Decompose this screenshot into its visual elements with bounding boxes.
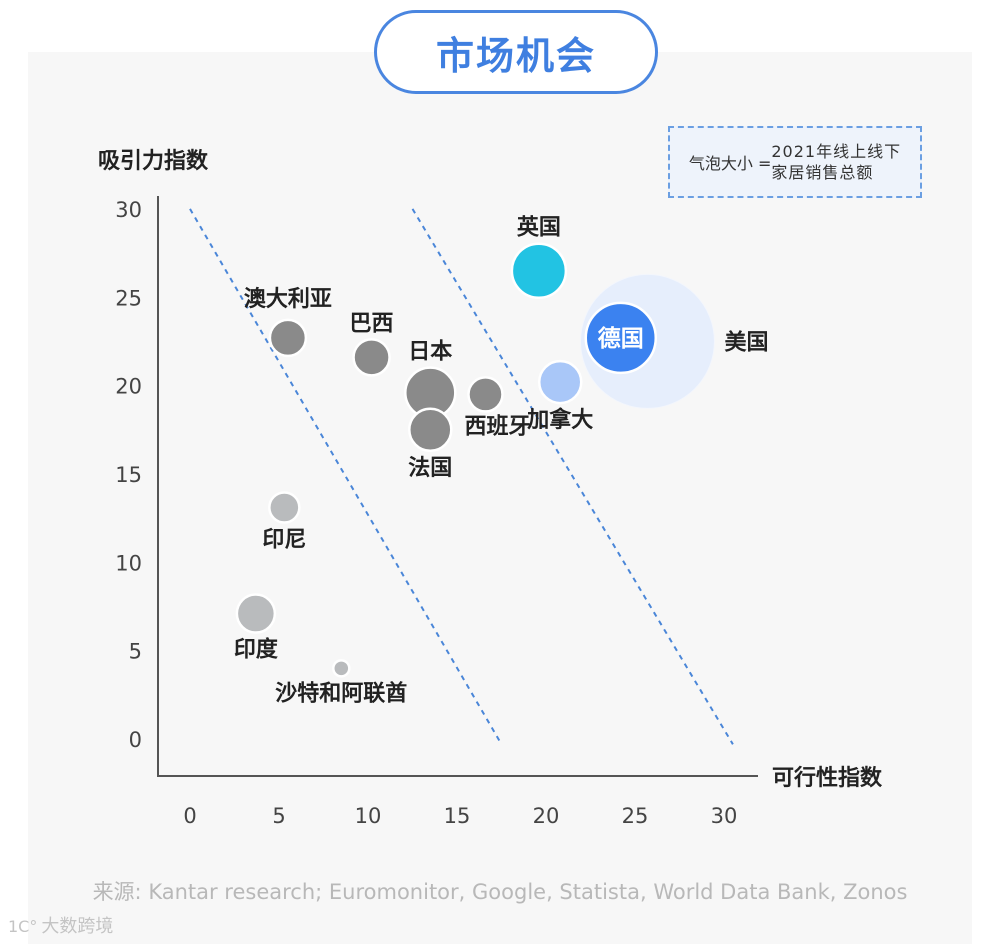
bubble-印尼 — [268, 491, 301, 524]
watermark-text: 大数跨境 — [41, 916, 114, 937]
label-加拿大: 加拿大 — [526, 407, 593, 433]
y-tick-label: 5 — [129, 640, 142, 664]
bubble-沙特和阿联酋 — [332, 659, 351, 678]
label-沙特和阿联酋: 沙特和阿联酋 — [275, 680, 407, 706]
label-澳大利亚: 澳大利亚 — [244, 286, 332, 312]
label-德国: 德国 — [598, 325, 644, 352]
bubble-size-legend: 气泡大小 = 2021年线上线下 家居销售总额 — [668, 126, 922, 198]
y-tick-label: 15 — [115, 463, 142, 487]
bubble-德国 — [584, 301, 658, 375]
x-axis-title: 可行性指数 — [772, 765, 883, 791]
y-tick-label: 25 — [115, 286, 142, 310]
label-美国: 美国 — [724, 329, 768, 355]
x-tick-label: 0 — [183, 804, 196, 828]
y-tick-label: 10 — [115, 551, 142, 575]
watermark-logo: 1C° — [8, 917, 38, 936]
bubble-巴西 — [352, 338, 391, 377]
y-axis-title: 吸引力指数 — [98, 148, 209, 174]
x-tick-label: 25 — [622, 804, 649, 828]
label-英国: 英国 — [517, 216, 561, 241]
bubble-英国 — [510, 242, 568, 299]
y-tick-label: 20 — [115, 375, 142, 399]
bubble-加拿大 — [537, 359, 583, 405]
x-tick-label: 10 — [355, 804, 382, 828]
y-tick-label: 30 — [115, 198, 142, 222]
bubble-澳大利亚 — [268, 318, 308, 358]
x-tick-label: 30 — [711, 804, 738, 828]
label-印尼: 印尼 — [262, 528, 306, 553]
bubble-西班牙 — [467, 376, 504, 413]
label-印度: 印度 — [234, 637, 279, 663]
chart-panel — [28, 52, 972, 944]
x-tick-label: 15 — [444, 804, 471, 828]
bubble-印度 — [235, 593, 277, 634]
legend-label: 气泡大小 = — [688, 154, 772, 173]
guide-line-2 — [411, 208, 734, 745]
label-西班牙: 西班牙 — [464, 414, 530, 439]
label-日本: 日本 — [408, 340, 452, 365]
label-法国: 法国 — [408, 456, 452, 481]
watermark: 1C° 大数跨境 — [8, 912, 113, 938]
label-巴西: 巴西 — [350, 311, 394, 336]
legend-line-1: 2021年线上线下 — [771, 142, 902, 161]
guide-line-1 — [189, 208, 503, 745]
legend-line-2: 家居销售总额 — [771, 163, 874, 182]
y-tick-label: 0 — [129, 728, 142, 752]
legend-description: 2021年线上线下 家居销售总额 — [771, 141, 901, 183]
x-tick-label: 20 — [533, 804, 560, 828]
chart-title: 市场机会 — [374, 10, 658, 94]
bubble-法国 — [408, 407, 453, 453]
x-tick-label: 5 — [272, 804, 285, 828]
source-note: 来源: Kantar research; Euromonitor, Google… — [92, 880, 908, 904]
